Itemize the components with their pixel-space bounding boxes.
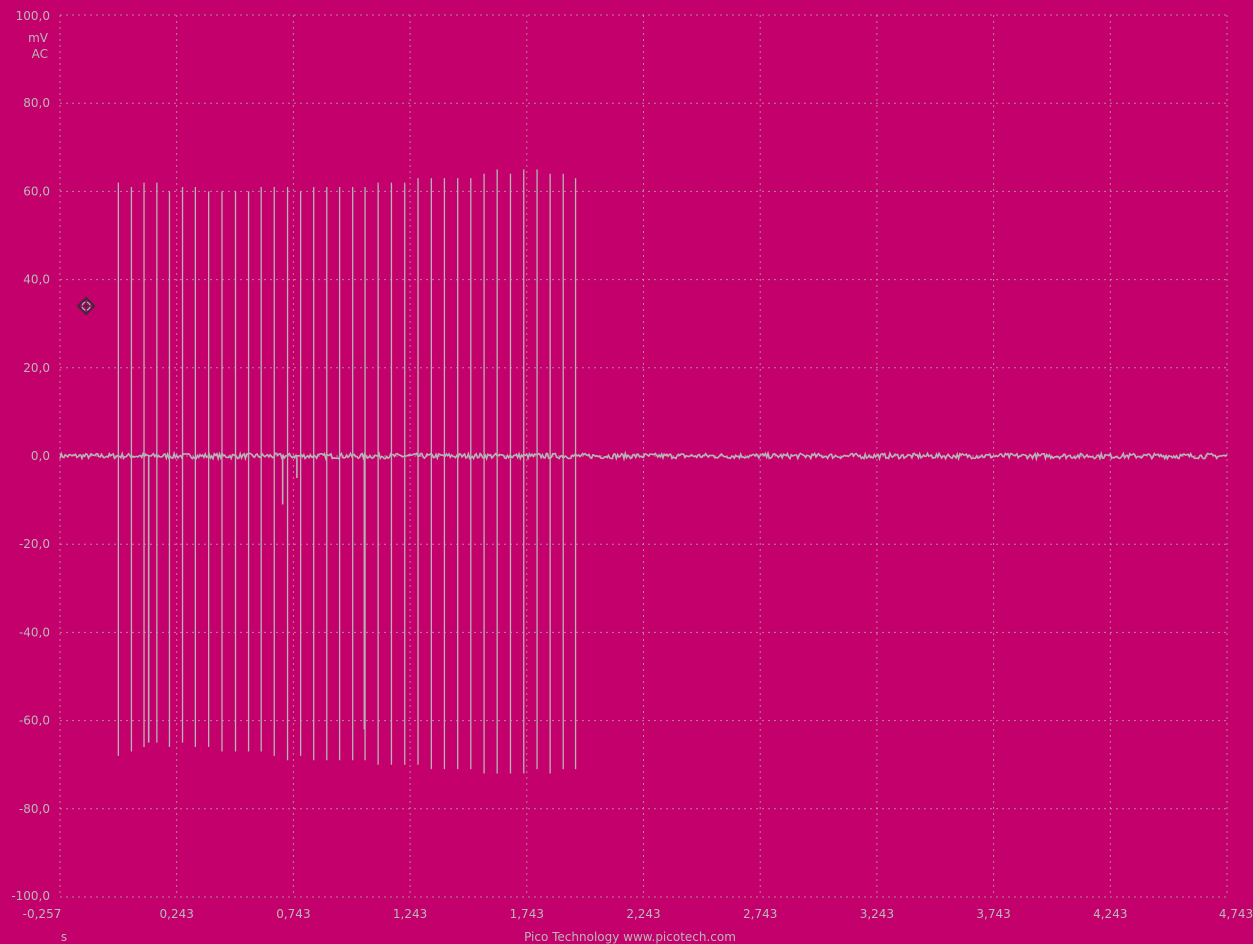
x-axis-unit: s xyxy=(61,930,67,944)
x-tick-label: 2,743 xyxy=(743,907,777,921)
y-axis-unit: mV xyxy=(28,31,49,45)
x-tick-label: 4,743 xyxy=(1219,907,1253,921)
y-tick-label: 80,0 xyxy=(23,96,50,110)
x-tick-label: 1,743 xyxy=(510,907,544,921)
x-tick-label: 2,243 xyxy=(626,907,660,921)
baseline-trace xyxy=(59,450,1228,462)
grid-lines xyxy=(59,14,1228,898)
x-tick-label: 4,243 xyxy=(1093,907,1127,921)
y-tick-label: 100,0 xyxy=(16,9,50,23)
x-tick-label: 0,243 xyxy=(160,907,194,921)
y-axis-coupling: AC xyxy=(32,47,48,61)
trigger-marker-icon[interactable] xyxy=(76,296,96,316)
y-tick-label: -60,0 xyxy=(19,714,50,728)
y-tick-label: 20,0 xyxy=(23,361,50,375)
x-tick-label: -0,257 xyxy=(23,907,62,921)
y-tick-label: 0,0 xyxy=(31,449,50,463)
signal-trace xyxy=(59,169,1228,774)
y-axis-tick-labels: 100,0 80,0 60,0 40,0 20,0 0,0 -20,0 -40,0 -60,0 -… xyxy=(11,9,50,903)
marker-diamond xyxy=(76,296,96,316)
y-tick-label: -100,0 xyxy=(11,889,50,903)
y-tick-label: -80,0 xyxy=(19,802,50,816)
x-tick-label: 3,743 xyxy=(976,907,1010,921)
y-tick-label: 60,0 xyxy=(23,184,50,198)
y-tick-label: -20,0 xyxy=(19,537,50,551)
x-axis-tick-labels: -0,257 0,243 0,743 1,243 1,743 2,243 2,743 3,24… xyxy=(23,907,1253,921)
x-tick-label: 1,243 xyxy=(393,907,427,921)
y-tick-label: -40,0 xyxy=(19,625,50,639)
x-tick-label: 3,243 xyxy=(860,907,894,921)
y-tick-label: 40,0 xyxy=(23,273,50,287)
footer-credit: Pico Technology www.picotech.com xyxy=(524,930,736,944)
x-tick-label: 0,743 xyxy=(276,907,310,921)
